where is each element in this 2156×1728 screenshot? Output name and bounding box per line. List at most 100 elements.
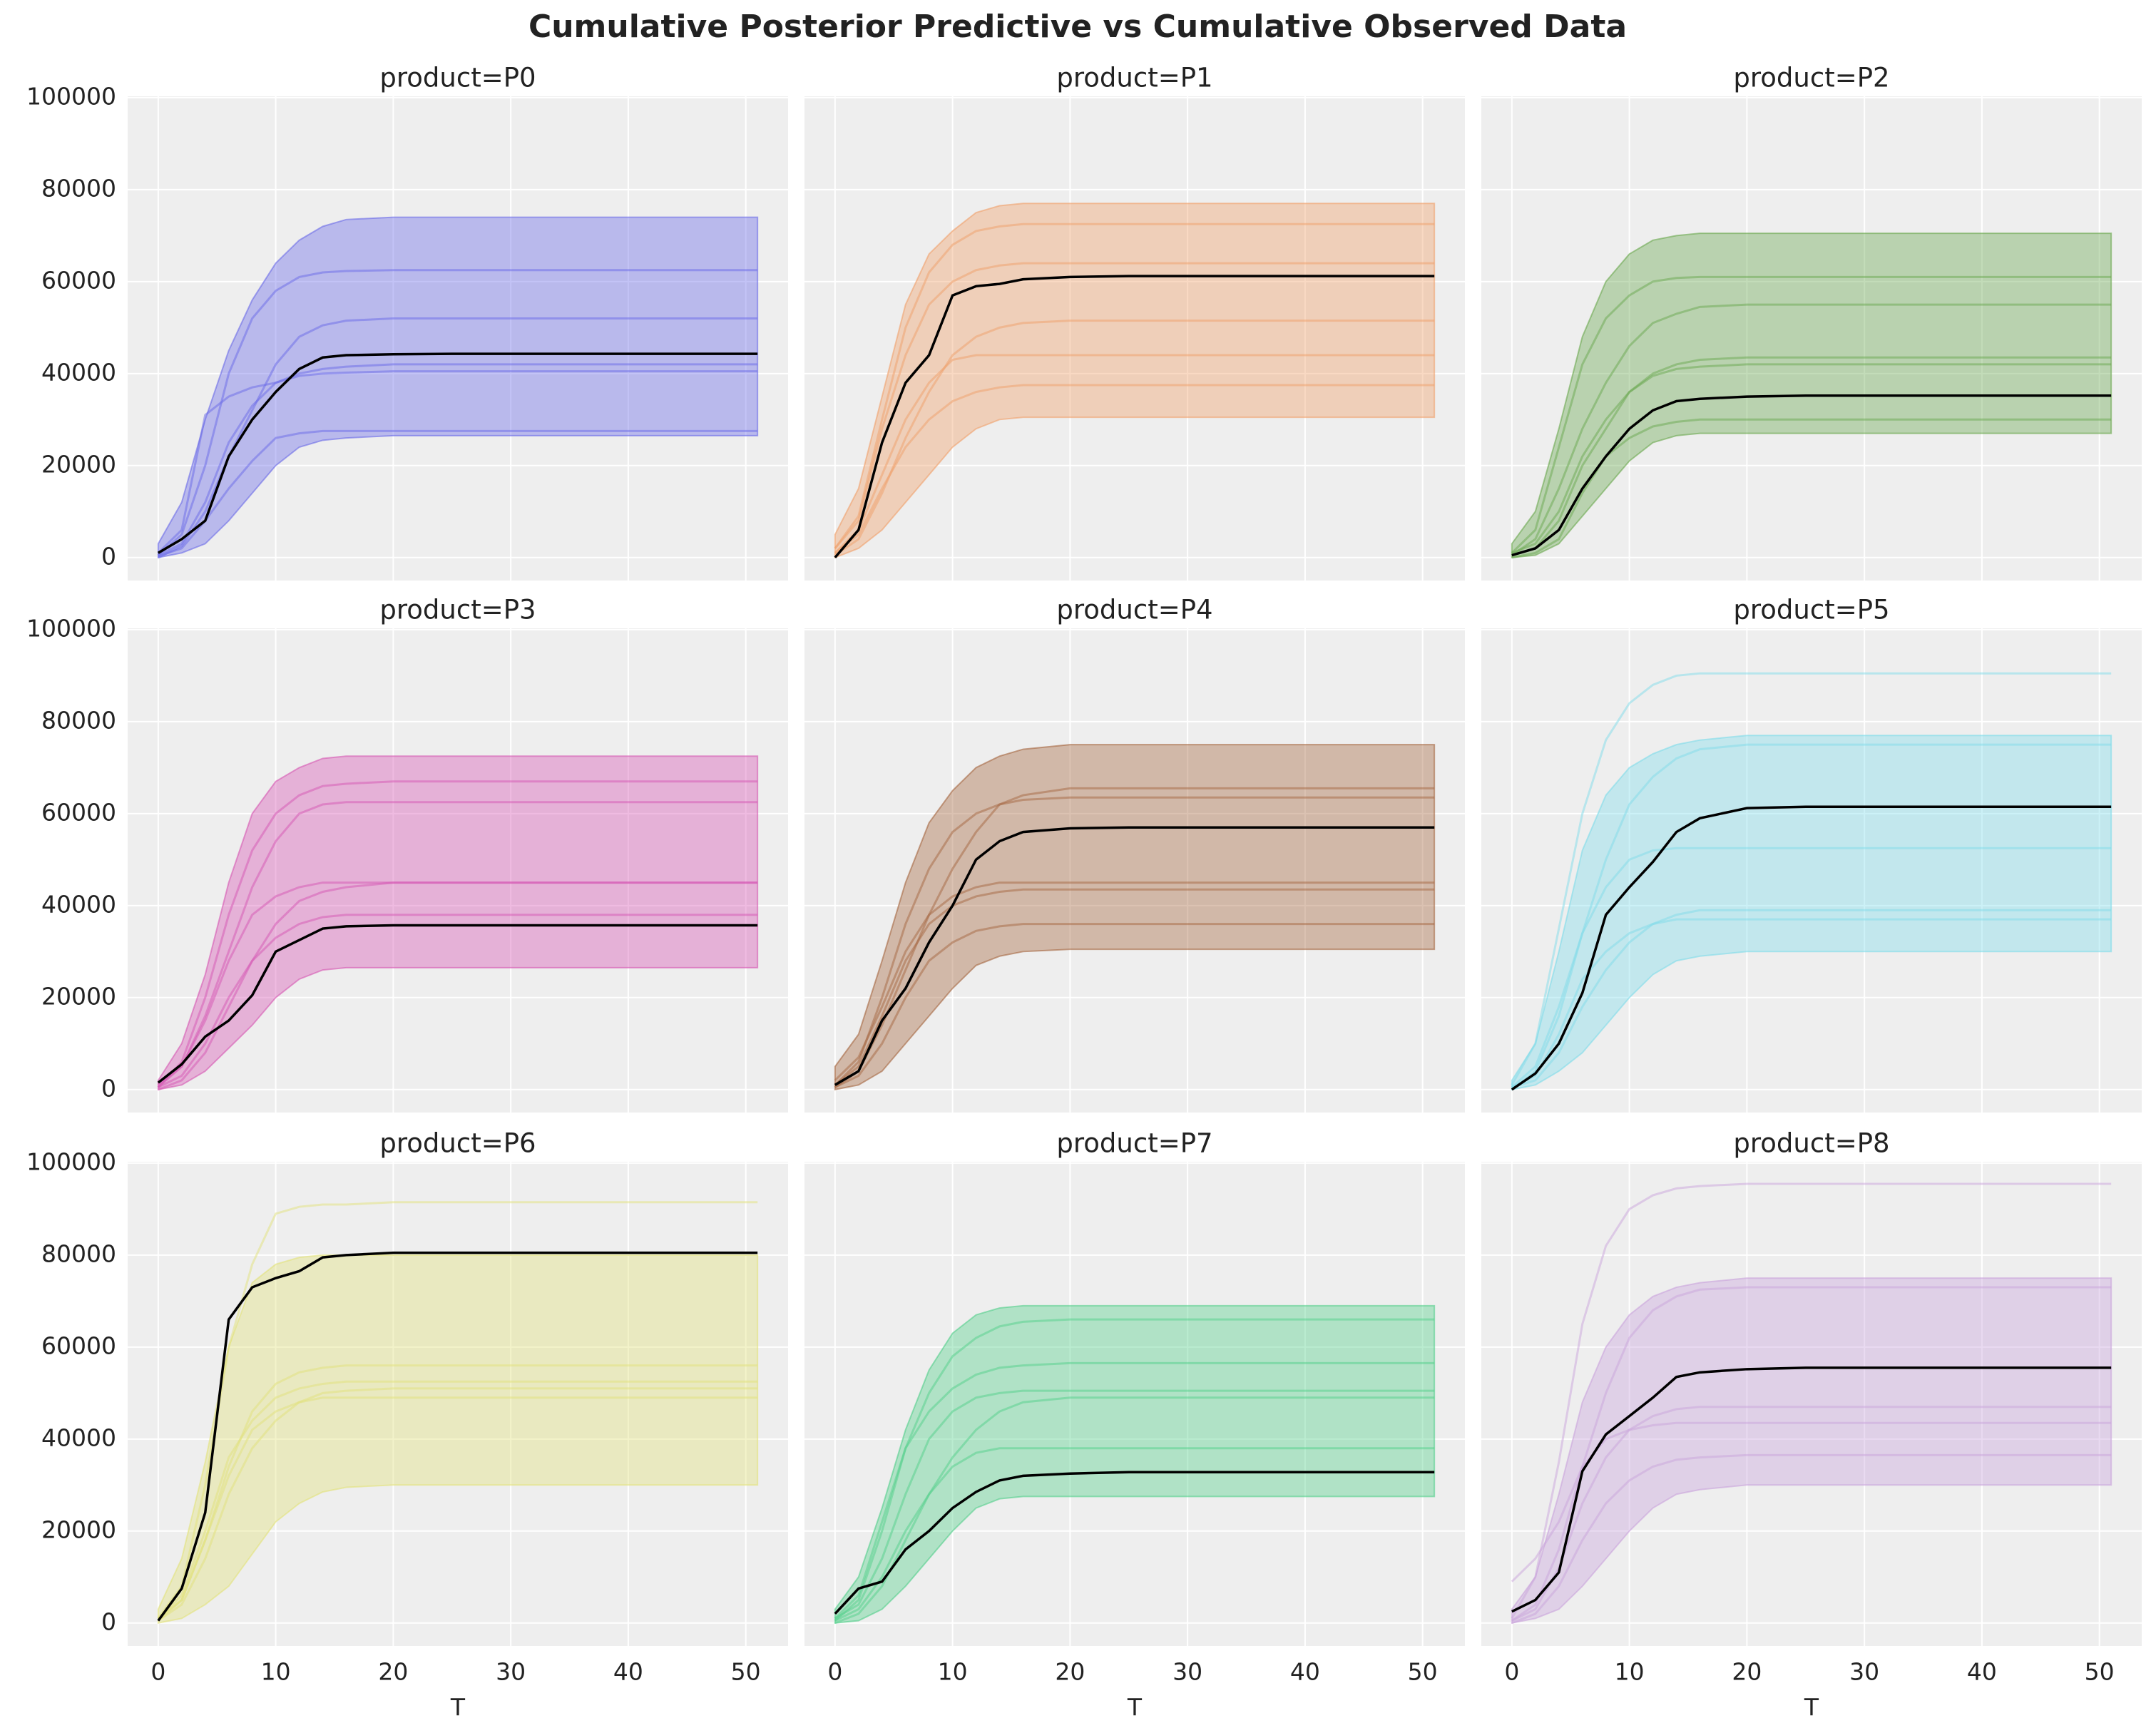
x-axis-label: T: [1127, 1694, 1143, 1722]
hdi-band: [834, 203, 1436, 559]
sample-line: [1511, 303, 2112, 556]
sample-line: [157, 1201, 758, 1620]
sample-line: [834, 1361, 1435, 1620]
y-tick-label: 20000: [41, 1515, 116, 1543]
y-tick-label: 60000: [41, 1331, 116, 1359]
sample-line: [834, 1318, 1435, 1622]
sample-line: [834, 223, 1435, 549]
x-tick-label: 40: [1290, 1658, 1320, 1686]
hdi-band: [834, 744, 1436, 1090]
sample-line: [834, 384, 1435, 554]
x-tick-label: 0: [1504, 1658, 1519, 1686]
subplot-title: product=P5: [1733, 595, 1889, 625]
x-tick-label: 40: [1967, 1658, 1997, 1686]
y-tick-label: 0: [101, 1074, 116, 1102]
sample-line: [834, 1396, 1435, 1625]
subplot: product=P7 0 10 20 30 40 50 T: [804, 1128, 1465, 1722]
sample-line: [834, 319, 1435, 556]
hdi-band: [157, 1254, 759, 1624]
y-tick-label: 0: [101, 542, 116, 570]
sample-line: [158, 429, 758, 558]
subplot: product=P6 0 20000 40000 60000 80000 100000 0 10…: [26, 1128, 788, 1722]
subplot-title: product=P7: [1056, 1128, 1212, 1159]
plot-background: [128, 96, 788, 581]
plot-background: [1481, 96, 2142, 581]
observed-line: [834, 826, 1435, 1086]
plot-background: [1481, 628, 2142, 1113]
sample-line: [1511, 1453, 2112, 1625]
x-tick-label: 30: [1849, 1658, 1879, 1686]
sample-line: [1511, 743, 2112, 1090]
x-tick-label: 40: [613, 1658, 643, 1686]
sample-line: [1511, 418, 2112, 559]
sample-line: [834, 262, 1435, 549]
sample-line: [157, 370, 758, 554]
subplot: product=P8 0 10 20 30 40 50 T: [1481, 1128, 2142, 1722]
observed-line: [1511, 805, 2112, 1091]
y-tick-label: 40000: [41, 890, 116, 918]
sample-line: [834, 354, 1435, 554]
sample-line: [1511, 1421, 2112, 1583]
hdi-band: [1511, 735, 2112, 1090]
y-tick-label: 80000: [41, 706, 116, 734]
plot-background: [804, 628, 1465, 1113]
sample-line: [157, 801, 758, 1088]
x-tick-label: 20: [378, 1658, 408, 1686]
sample-line: [157, 269, 758, 556]
subplot-title: product=P6: [379, 1128, 536, 1159]
y-tick-label: 20000: [41, 982, 116, 1010]
observed-line: [1511, 1366, 2112, 1613]
x-tick-label: 10: [1615, 1658, 1645, 1686]
subplot-title: product=P1: [1056, 63, 1212, 93]
hdi-band: [1511, 1277, 2112, 1624]
sample-line: [157, 1380, 758, 1620]
observed-line: [157, 352, 758, 554]
x-tick-label: 30: [1172, 1658, 1202, 1686]
y-tick-label: 80000: [41, 1239, 116, 1267]
subplot: product=P1: [804, 63, 1465, 581]
hdi-band: [157, 755, 759, 1090]
observed-line: [1511, 394, 2112, 557]
x-tick-label: 50: [1408, 1658, 1438, 1686]
y-tick-label: 100000: [26, 1147, 116, 1175]
observed-line: [834, 1471, 1435, 1615]
x-tick-label: 50: [2085, 1658, 2115, 1686]
subplot-title: product=P3: [379, 595, 536, 625]
x-axis-label: T: [1804, 1694, 1819, 1722]
sample-line: [834, 888, 1435, 1086]
subplot: product=P2: [1481, 63, 2142, 581]
sample-line: [1511, 275, 2112, 554]
figure-title: Cumulative Posterior Predictive vs Cumul…: [528, 9, 1627, 45]
y-tick-label: 100000: [26, 614, 116, 642]
sample-line: [158, 363, 758, 556]
sample-line: [834, 1389, 1435, 1620]
plot-background: [804, 96, 1465, 581]
sample-line: [157, 780, 758, 1088]
y-tick-label: 20000: [41, 450, 116, 478]
y-tick-label: 60000: [41, 266, 116, 294]
observed-line: [157, 924, 758, 1084]
x-tick-label: 30: [496, 1658, 526, 1686]
y-tick-label: 0: [101, 1607, 116, 1635]
sample-line: [158, 914, 758, 1088]
sample-line: [834, 881, 1435, 1081]
hdi-band: [157, 216, 759, 558]
y-tick-label: 40000: [41, 358, 116, 386]
y-tick-label: 80000: [41, 174, 116, 202]
plot-background: [128, 1162, 788, 1646]
y-tick-label: 100000: [26, 82, 116, 110]
subplot-title: product=P4: [1056, 595, 1212, 625]
subplot-title: product=P0: [379, 63, 536, 93]
sample-line: [1511, 672, 2112, 1086]
sample-line: [157, 1364, 758, 1620]
x-tick-label: 0: [150, 1658, 165, 1686]
sample-line: [1511, 909, 2112, 1088]
sample-line: [1511, 918, 2112, 1088]
y-tick-label: 40000: [41, 1423, 116, 1451]
observed-line: [834, 275, 1435, 558]
sample-line: [1511, 356, 2112, 556]
y-tick-label: 60000: [41, 798, 116, 826]
x-tick-label: 10: [261, 1658, 291, 1686]
